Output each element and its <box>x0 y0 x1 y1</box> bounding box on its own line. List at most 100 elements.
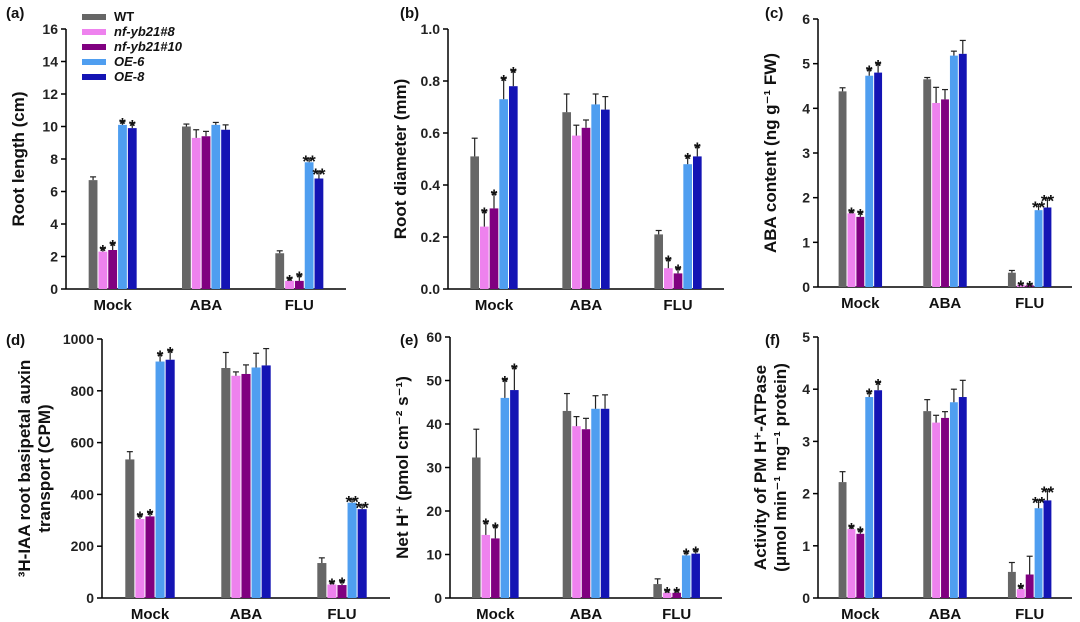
y-tick-label: 800 <box>71 383 95 399</box>
y-tick-label: 0 <box>802 590 810 606</box>
y-tick-label: 1000 <box>63 331 94 347</box>
significance-marker: ** <box>1041 192 1055 211</box>
x-category-label: Mock <box>93 297 132 314</box>
significance-marker: * <box>665 252 672 271</box>
legend-label: WT <box>114 9 134 24</box>
y-tick-label: 4 <box>802 100 810 116</box>
bar <box>681 555 691 598</box>
significance-marker: * <box>167 344 174 363</box>
x-category-label: FLU <box>327 606 356 622</box>
bar <box>941 417 949 598</box>
legend-label: nf-yb21#10 <box>114 39 183 54</box>
bar <box>600 109 610 289</box>
bar <box>932 102 941 288</box>
bar <box>221 129 230 289</box>
bar <box>865 75 874 287</box>
significance-marker: * <box>339 574 346 593</box>
panel-d: (d) 0 200 400 600 800 1000 ³H-IAA root basipeta… <box>6 331 390 622</box>
x-category-label: Mock <box>131 606 170 622</box>
y-axis-label: Activity of PM H⁺-ATPase <box>751 365 770 570</box>
bar <box>145 516 155 598</box>
y-tick-label: 2 <box>50 249 58 265</box>
significance-marker: * <box>510 64 517 83</box>
significance-marker: * <box>664 584 671 603</box>
bar <box>489 208 499 289</box>
significance-marker: * <box>1026 277 1033 296</box>
bar <box>491 538 500 598</box>
bar <box>838 482 847 598</box>
bar <box>317 563 327 598</box>
bar <box>1025 574 1034 598</box>
legend-label: OE-6 <box>114 54 145 69</box>
y-tick-label: 0.2 <box>421 229 441 245</box>
bar <box>508 86 518 289</box>
legend-label: OE-8 <box>114 69 145 84</box>
significance-marker: ** <box>312 165 326 184</box>
bar <box>949 55 958 288</box>
y-axis-label: Net H⁺ (pmol cm⁻² s⁻¹) <box>393 376 412 559</box>
y-axis-label: Root length (cm) <box>9 91 28 226</box>
x-category-label: Mock <box>841 606 880 622</box>
bar <box>562 112 572 289</box>
y-tick-label: 40 <box>426 416 442 432</box>
x-category-label: FLU <box>1015 606 1044 622</box>
panel-label: (e) <box>400 332 418 349</box>
y-tick-label: 10 <box>426 547 442 563</box>
bar <box>562 410 572 598</box>
significance-marker: * <box>866 385 873 404</box>
y-tick-label: 400 <box>71 486 95 502</box>
bar <box>510 390 519 598</box>
bar <box>949 402 958 598</box>
bar <box>294 280 304 289</box>
x-category-label: FLU <box>1015 295 1044 312</box>
x-category-label: FLU <box>285 297 314 314</box>
bar <box>1043 500 1052 598</box>
bar <box>191 137 201 289</box>
bar <box>672 592 681 598</box>
bar <box>1007 571 1016 598</box>
y-tick-label: 12 <box>42 86 58 102</box>
significance-marker: * <box>511 360 518 379</box>
bar <box>221 368 231 598</box>
bar <box>1043 207 1052 287</box>
panel-label: (b) <box>400 5 419 22</box>
y-tick-label: 5 <box>802 329 810 345</box>
y-tick-label: 2 <box>802 486 810 502</box>
y-tick-label: 50 <box>426 373 442 389</box>
y-tick-label: 0 <box>802 279 810 295</box>
legend-swatch <box>82 29 106 35</box>
x-category-label: ABA <box>570 606 603 622</box>
significance-marker: ** <box>345 493 359 512</box>
significance-marker: * <box>109 237 116 256</box>
x-category-label: ABA <box>929 295 962 312</box>
significance-marker: * <box>296 268 303 287</box>
y-axis-label: ABA content (ng g⁻¹ FW) <box>761 53 780 253</box>
bar <box>155 361 165 598</box>
y-tick-label: 5 <box>802 56 810 72</box>
bar <box>201 136 211 289</box>
significance-marker: * <box>100 241 107 260</box>
y-tick-label: 3 <box>802 433 810 449</box>
bar <box>165 359 175 598</box>
bar <box>847 529 856 598</box>
significance-marker: ** <box>1032 198 1046 217</box>
bar <box>923 411 932 598</box>
bar <box>470 156 480 289</box>
bar <box>1025 285 1034 287</box>
significance-marker: ** <box>356 498 370 517</box>
bar <box>673 273 683 289</box>
bar <box>654 234 664 289</box>
significance-marker: * <box>1017 277 1024 296</box>
x-category-label: ABA <box>230 606 263 622</box>
bar <box>314 178 324 289</box>
bar <box>692 156 702 289</box>
bar <box>1016 284 1025 287</box>
x-category-label: ABA <box>570 297 603 314</box>
significance-marker: * <box>147 506 154 525</box>
bar <box>241 373 251 598</box>
bar <box>683 164 692 289</box>
bar <box>88 180 98 289</box>
significance-marker: * <box>675 261 682 280</box>
